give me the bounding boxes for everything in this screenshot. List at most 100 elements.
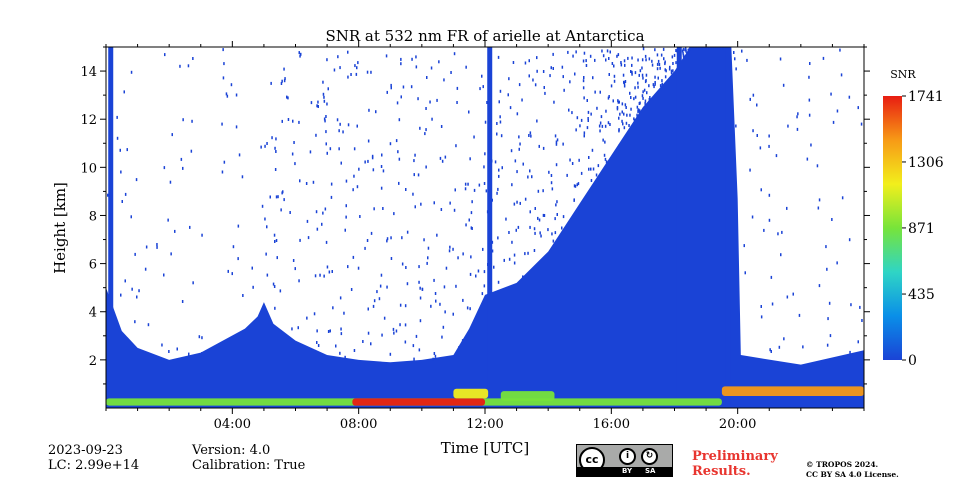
noise-dot xyxy=(484,120,487,124)
noise-dot xyxy=(371,156,374,160)
noise-dot xyxy=(651,63,654,67)
noise-dot xyxy=(367,159,369,163)
high-snr-layer xyxy=(500,391,555,401)
noise-dot xyxy=(585,59,587,63)
noise-dot xyxy=(426,76,428,79)
noise-dot xyxy=(602,54,605,58)
noise-dot xyxy=(411,57,413,61)
noise-dot xyxy=(637,58,639,62)
noise-dot xyxy=(509,106,512,110)
noise-dot xyxy=(393,331,395,335)
noise-dot xyxy=(339,296,342,300)
noise-dot xyxy=(681,49,684,53)
noise-dot xyxy=(857,340,859,344)
noise-dot xyxy=(775,154,778,158)
noise-dot xyxy=(424,132,426,136)
colorbar-tick-label: 435 xyxy=(908,287,935,303)
noise-dot xyxy=(406,282,409,286)
full-column xyxy=(676,47,682,408)
noise-dot xyxy=(524,252,526,256)
noise-dot xyxy=(297,326,299,330)
noise-dot xyxy=(806,157,809,161)
copyright: © TROPOS 2024. CC BY SA 4.0 License. xyxy=(806,460,899,480)
noise-dot xyxy=(623,112,625,116)
noise-dot xyxy=(653,85,655,89)
noise-dot xyxy=(759,146,762,150)
footer-left: 2023-09-23 LC: 2.99e+14 xyxy=(48,443,139,473)
noise-dot xyxy=(298,120,300,124)
noise-dot xyxy=(367,307,369,311)
noise-dot xyxy=(566,173,568,177)
noise-dot xyxy=(583,96,585,100)
noise-dot xyxy=(316,104,318,108)
noise-dot xyxy=(518,135,520,139)
noise-dot xyxy=(644,99,647,103)
noise-dot xyxy=(322,80,324,84)
noise-dot xyxy=(352,255,355,259)
noise-dot xyxy=(477,269,480,273)
noise-dot xyxy=(562,142,564,146)
noise-dot xyxy=(580,118,583,122)
noise-dot xyxy=(188,352,190,356)
noise-dot xyxy=(656,67,659,71)
noise-dot xyxy=(592,167,595,171)
noise-dot xyxy=(413,357,415,361)
noise-dot xyxy=(616,106,619,109)
noise-dot xyxy=(783,337,785,341)
noise-dot xyxy=(552,52,554,56)
noise-dot xyxy=(638,73,640,77)
noise-dot xyxy=(621,102,624,106)
noise-dot xyxy=(222,76,225,80)
noise-dot xyxy=(649,96,651,99)
noise-dot xyxy=(435,299,437,303)
noise-dot xyxy=(534,83,537,87)
noise-dot xyxy=(441,335,443,339)
noise-dot xyxy=(529,131,532,135)
noise-dot xyxy=(529,225,531,229)
noise-dot xyxy=(534,231,536,235)
noise-dot xyxy=(660,53,663,57)
noise-dot xyxy=(134,320,136,324)
noise-dot xyxy=(548,170,550,174)
noise-dot xyxy=(231,272,233,276)
noise-dot xyxy=(483,270,486,274)
noise-dot xyxy=(556,138,559,142)
noise-dot xyxy=(608,95,610,98)
noise-dot xyxy=(583,134,585,138)
noise-dot xyxy=(192,281,194,285)
noise-dot xyxy=(116,115,118,119)
noise-dot xyxy=(516,170,518,174)
noise-dot xyxy=(315,133,317,137)
noise-dot xyxy=(336,118,339,122)
noise-dot xyxy=(402,85,405,89)
noise-dot xyxy=(390,257,393,260)
noise-dot xyxy=(417,173,420,177)
noise-dot xyxy=(536,56,538,60)
noise-dot xyxy=(400,62,402,66)
noise-dot xyxy=(627,56,629,60)
noise-dot xyxy=(333,68,336,72)
noise-dot xyxy=(317,100,319,104)
noise-dot xyxy=(201,352,203,355)
noise-dot xyxy=(171,133,173,137)
noise-dot xyxy=(626,113,628,117)
noise-dot xyxy=(524,197,527,201)
noise-dot xyxy=(620,61,622,64)
noise-dot xyxy=(857,106,859,110)
full-column xyxy=(487,47,493,408)
noise-dot xyxy=(578,158,580,162)
noise-dot xyxy=(542,189,544,193)
noise-dot xyxy=(299,179,301,183)
noise-dot xyxy=(116,136,119,140)
noise-dot xyxy=(670,71,673,75)
noise-dot xyxy=(469,307,471,311)
noise-dot xyxy=(654,48,656,52)
noise-dot xyxy=(599,129,601,133)
noise-dot xyxy=(630,107,632,111)
noise-dot xyxy=(345,215,347,219)
noise-dot xyxy=(448,249,451,253)
high-snr-layer xyxy=(352,398,485,406)
noise-dot xyxy=(616,54,618,58)
noise-dot xyxy=(693,47,696,50)
noise-dot xyxy=(571,162,574,165)
